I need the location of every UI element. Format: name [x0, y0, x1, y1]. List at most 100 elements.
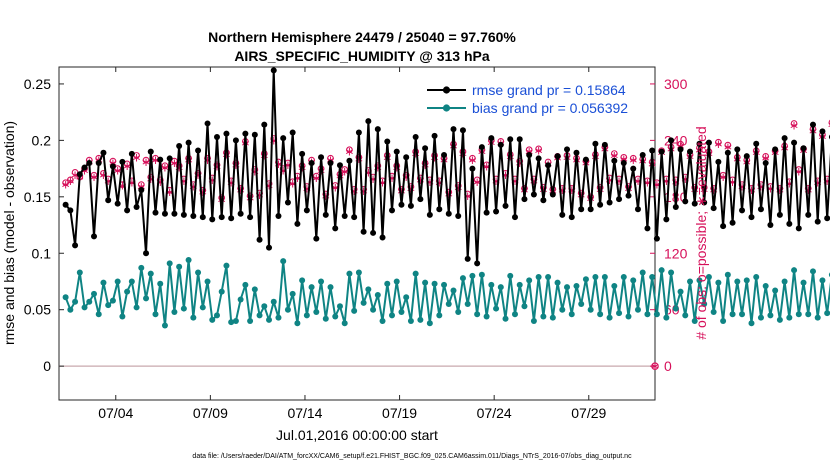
obs-evaluated-point: ∗	[198, 185, 208, 199]
rmse-point	[351, 214, 358, 221]
bias-point	[559, 306, 566, 313]
rmse-point	[270, 67, 277, 74]
obs-evaluated-point: ∗	[595, 182, 605, 196]
bias-point	[100, 279, 107, 286]
rmse-point	[62, 201, 69, 208]
obs-evaluated-point: ∗	[756, 179, 766, 193]
bias-point	[696, 277, 703, 284]
bias-point	[824, 310, 830, 317]
rmse-point	[360, 228, 367, 235]
bias-point	[502, 315, 509, 322]
obs-evaluated-point: ∗	[193, 168, 203, 182]
obs-possible-point	[260, 150, 268, 157]
bias-point	[266, 316, 273, 323]
obs-possible-point	[454, 182, 462, 189]
rmse-point	[105, 197, 112, 204]
bias-point	[190, 314, 197, 321]
bias-point	[261, 303, 268, 310]
obs-evaluated-point: ∗	[202, 153, 212, 167]
bias-point	[370, 306, 377, 313]
obs-possible-point	[445, 188, 453, 196]
chart-subtitle: AIRS_SPECIFIC_HUMIDITY @ 313 hPa	[234, 48, 490, 64]
rmse-point	[199, 214, 206, 221]
rmse-point	[237, 210, 244, 217]
rmse-point	[322, 211, 329, 218]
bias-point	[289, 290, 296, 297]
rmse-point	[597, 201, 604, 208]
rmse-point	[776, 211, 783, 218]
obs-evaluated-point: ∗	[605, 173, 615, 187]
rmse-point	[313, 235, 320, 242]
obs-possible-point	[402, 171, 410, 179]
obs-evaluated-point: ∗	[434, 176, 444, 190]
rmse-point	[634, 206, 641, 213]
obs-evaluated-point: ∗	[207, 173, 217, 187]
obs-possible-point	[67, 176, 74, 184]
rmse-point	[710, 205, 717, 212]
bias-point	[545, 273, 552, 280]
bias-point	[431, 280, 438, 287]
rmse-point	[180, 211, 187, 218]
y-axis-label-right: # of obs: o=possible; ∗=evaluated	[693, 126, 709, 339]
bias-point	[284, 306, 291, 313]
bias-point	[649, 273, 656, 280]
bias-point	[805, 311, 812, 318]
rmse-point	[109, 163, 116, 170]
obs-possible-point	[232, 159, 240, 167]
rmse-point	[204, 120, 211, 127]
bias-point	[195, 269, 202, 276]
bias-point	[124, 288, 131, 295]
bias-point	[299, 277, 306, 284]
rmse-point	[606, 199, 613, 206]
y-right-tick-label: 300	[664, 76, 688, 92]
rmse-point	[100, 149, 107, 156]
obs-evaluated-point: ∗	[713, 137, 723, 151]
rmse-point	[748, 214, 755, 221]
obs-evaluated-point: ∗	[671, 175, 681, 189]
rmse-point	[124, 207, 131, 214]
obs-evaluated-point: ∗	[827, 117, 830, 131]
bias-point	[568, 311, 575, 318]
rmse-point	[171, 210, 178, 217]
rmse-point	[431, 132, 438, 139]
obs-possible-point	[194, 169, 202, 177]
obs-evaluated-point: ∗	[378, 176, 388, 190]
bias-point	[819, 277, 826, 284]
obs-evaluated-point: ∗	[515, 156, 525, 170]
rmse-point	[592, 140, 599, 147]
rmse-point	[242, 130, 249, 137]
bias-point	[398, 308, 405, 315]
obs-evaluated-point: ∗	[728, 175, 738, 189]
bias-point	[270, 298, 277, 305]
rmse-point	[478, 144, 485, 151]
bias-point	[762, 282, 769, 289]
bias-point	[237, 296, 244, 303]
rmse-point	[341, 213, 348, 220]
bias-point	[213, 312, 220, 319]
obs-possible-point	[142, 156, 150, 164]
bias-point	[644, 311, 651, 318]
y-tick-label: 0	[43, 358, 51, 374]
bias-point	[228, 319, 235, 326]
rmse-point	[412, 133, 419, 140]
obs-evaluated-point: ∗	[765, 181, 775, 195]
rmse-point	[814, 218, 821, 225]
obs-possible-point	[374, 162, 382, 170]
rmse-point	[767, 222, 774, 229]
bias-point	[516, 281, 523, 288]
rmse-point	[720, 223, 727, 230]
obs-evaluated-point: ∗	[633, 174, 643, 188]
rmse-point	[228, 215, 235, 222]
obs-evaluated-point: ∗	[236, 183, 246, 197]
bias-point	[152, 311, 159, 318]
bias-point	[729, 311, 736, 318]
obs-possible-point	[535, 145, 542, 153]
bias-point	[535, 273, 542, 280]
rmse-point	[422, 145, 429, 152]
y-tick-label: 0.05	[24, 302, 51, 318]
bias-point	[426, 320, 433, 327]
zero-obs-evaluated-point: ∗	[650, 359, 660, 373]
rmse-point	[549, 191, 556, 198]
rmse-point	[502, 202, 509, 209]
